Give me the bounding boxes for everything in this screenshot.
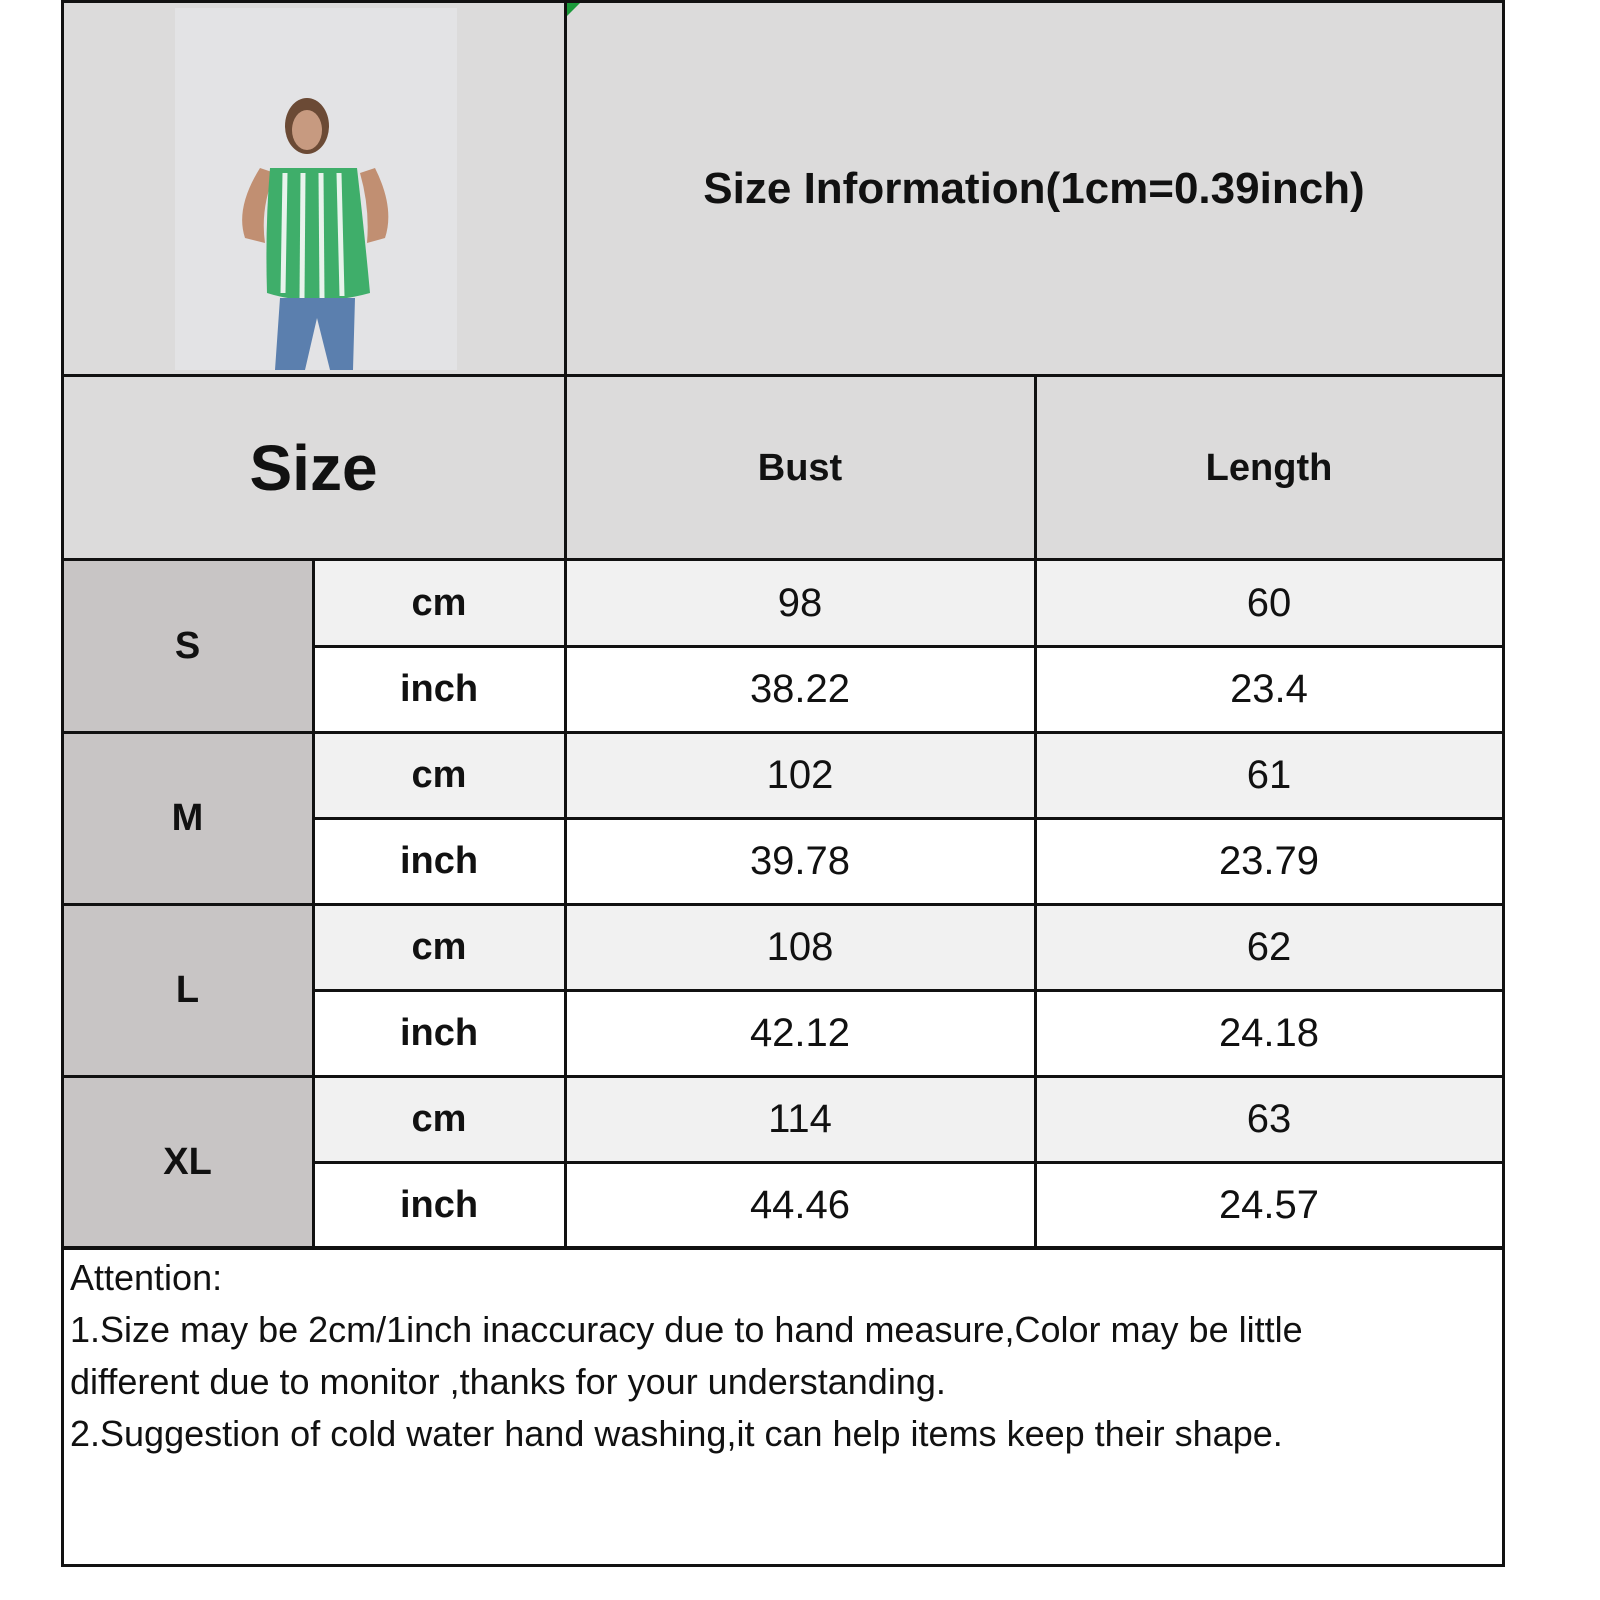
unit-inch-cell-text: inch — [399, 1183, 479, 1226]
note-line: 1.Size may be 2cm/1inch inaccuracy due t… — [70, 1309, 1303, 1350]
unit-cm-cell-text: cm — [411, 925, 467, 968]
unit-cm-cell-text: cm — [411, 581, 467, 624]
unit-cm-cell: cm — [313, 560, 565, 646]
bust-header: Bust — [565, 376, 1035, 560]
unit-inch-cell-text: inch — [399, 839, 479, 882]
row-divider — [313, 817, 1503, 820]
bust-inch-cell-text: 44.46 — [749, 1182, 851, 1227]
row-divider — [62, 903, 1505, 906]
length-cm-cell-text: 61 — [1246, 752, 1292, 797]
unit-inch-cell: inch — [313, 990, 565, 1076]
attention-notes: Attention: 1.Size may be 2cm/1inch inacc… — [70, 1252, 1490, 1460]
size-label-cell-text: S — [174, 624, 201, 667]
size-label-cell: M — [62, 732, 313, 904]
unit-cm-cell: cm — [313, 1076, 565, 1162]
length-inch-cell: 24.57 — [1035, 1162, 1503, 1248]
bust-cm-cell-text: 102 — [766, 752, 834, 797]
bust-inch-cell: 39.78 — [565, 818, 1035, 904]
bust-cm-cell: 98 — [565, 560, 1035, 646]
bust-cm-cell: 102 — [565, 732, 1035, 818]
length-inch-cell: 23.4 — [1035, 646, 1503, 732]
unit-inch-cell-text: inch — [399, 667, 479, 710]
length-inch-cell: 24.18 — [1035, 990, 1503, 1076]
row-divider — [62, 731, 1505, 734]
unit-cm-cell: cm — [313, 904, 565, 990]
bust-cm-cell-text: 108 — [766, 924, 834, 969]
length-inch-cell-text: 23.4 — [1230, 666, 1308, 711]
model-image-icon — [175, 8, 457, 370]
size-header-label: Size — [249, 432, 378, 504]
length-cm-cell-text: 63 — [1246, 1096, 1292, 1141]
size-label-cell-text: L — [175, 968, 200, 1011]
size-header: Size — [62, 376, 565, 560]
row-divider — [62, 1075, 1505, 1078]
bust-inch-cell: 42.12 — [565, 990, 1035, 1076]
row-divider — [313, 645, 1503, 648]
bust-inch-cell: 38.22 — [565, 646, 1035, 732]
unit-inch-cell: inch — [313, 1162, 565, 1248]
note-line: different due to monitor ,thanks for you… — [70, 1361, 946, 1402]
bust-inch-cell-text: 42.12 — [749, 1010, 851, 1055]
page-title: Size Information(1cm=0.39inch) — [703, 164, 1365, 213]
length-cm-cell: 63 — [1035, 1076, 1503, 1162]
length-cm-cell-text: 60 — [1246, 580, 1292, 625]
length-cm-cell-text: 62 — [1246, 924, 1292, 969]
product-photo — [175, 8, 457, 370]
size-label-cell: XL — [62, 1076, 313, 1248]
length-header-label: Length — [1205, 446, 1333, 489]
size-label-cell: L — [62, 904, 313, 1076]
length-cm-cell: 62 — [1035, 904, 1503, 990]
bust-inch-cell-text: 39.78 — [749, 838, 851, 883]
row-divider — [313, 989, 1503, 992]
size-label-cell-text: M — [171, 796, 204, 839]
unit-inch-cell: inch — [313, 646, 565, 732]
size-label-cell-text: XL — [163, 1140, 212, 1183]
length-inch-cell: 23.79 — [1035, 818, 1503, 904]
unit-cm-cell-text: cm — [411, 1097, 467, 1140]
size-label-cell: S — [62, 560, 313, 732]
bust-cm-cell: 108 — [565, 904, 1035, 990]
bust-inch-cell: 44.46 — [565, 1162, 1035, 1248]
bust-cm-cell-text: 98 — [777, 580, 823, 625]
notes-heading: Attention: — [70, 1257, 223, 1298]
note-line: 2.Suggestion of cold water hand washing,… — [70, 1413, 1283, 1454]
bust-inch-cell-text: 38.22 — [749, 666, 851, 711]
length-cm-cell: 60 — [1035, 560, 1503, 646]
unit-inch-cell-text: inch — [399, 1011, 479, 1054]
title-cell: Size Information(1cm=0.39inch) — [565, 2, 1503, 376]
unit-inch-cell: inch — [313, 818, 565, 904]
bust-cm-cell: 114 — [565, 1076, 1035, 1162]
unit-cm-cell: cm — [313, 732, 565, 818]
length-inch-cell-text: 23.79 — [1218, 838, 1320, 883]
unit-cm-cell-text: cm — [411, 753, 467, 796]
length-inch-cell-text: 24.18 — [1218, 1010, 1320, 1055]
bust-cm-cell-text: 114 — [768, 1096, 832, 1141]
bust-header-label: Bust — [757, 446, 843, 489]
length-inch-cell-text: 24.57 — [1218, 1182, 1320, 1227]
row-divider — [62, 1247, 1505, 1250]
cell-comment-marker-icon — [565, 2, 581, 18]
length-header: Length — [1035, 376, 1503, 560]
row-divider — [313, 1161, 1503, 1164]
length-cm-cell: 61 — [1035, 732, 1503, 818]
